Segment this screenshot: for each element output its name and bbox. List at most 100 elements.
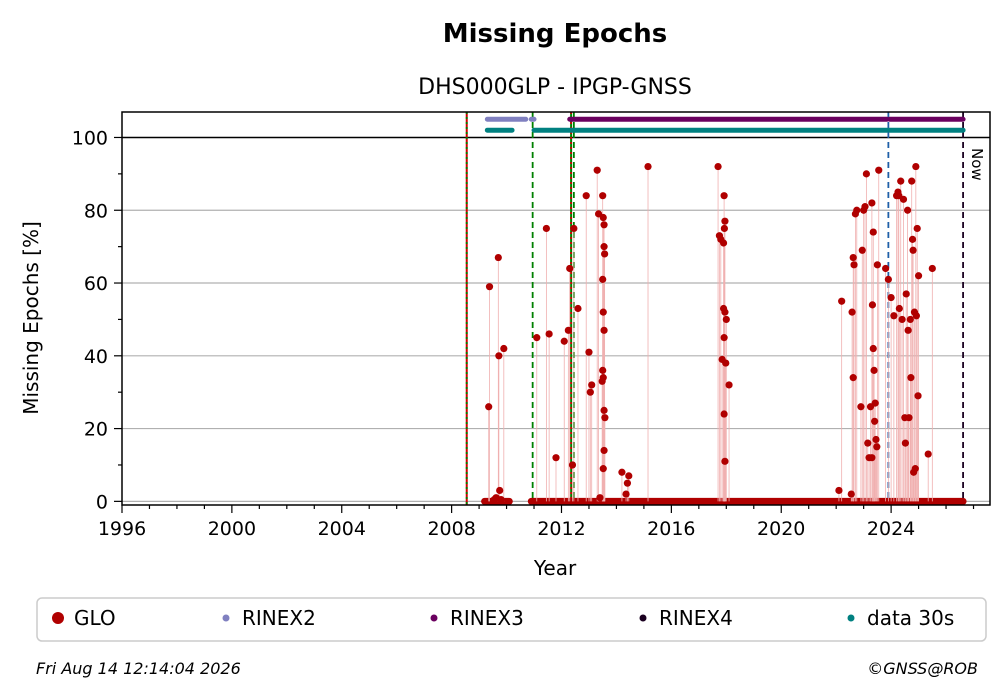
glo-point — [912, 312, 920, 320]
legend-label: GLO — [74, 606, 116, 630]
legend-label: RINEX4 — [659, 606, 733, 630]
glo-point — [722, 315, 730, 324]
glo-point — [722, 359, 730, 367]
glo-point — [598, 377, 606, 385]
glo-point — [644, 162, 652, 171]
glo-point — [500, 344, 508, 353]
glo-point — [909, 246, 917, 254]
glo-point — [868, 301, 877, 309]
glo-point — [899, 195, 908, 203]
glo-point — [725, 381, 733, 389]
glo-point — [870, 366, 878, 374]
y-tick-label: 60 — [84, 273, 108, 295]
glo-point — [924, 450, 932, 458]
legend-label: data 30s — [867, 606, 954, 630]
glo-point — [897, 177, 905, 185]
glo-point — [875, 166, 883, 174]
glo-point — [902, 290, 910, 298]
glo-point — [913, 224, 921, 233]
glo-point — [496, 486, 504, 495]
glo-point — [871, 399, 879, 407]
glo-point — [890, 312, 898, 320]
glo-point — [835, 486, 843, 495]
glo-point — [497, 495, 505, 504]
legend-label: RINEX2 — [242, 606, 316, 630]
glo-point — [599, 275, 607, 283]
glo-point — [838, 297, 846, 305]
glo-point — [908, 177, 916, 185]
y-tick-label: 0 — [96, 491, 108, 513]
vertical-markers — [465, 112, 964, 505]
glo-point — [869, 228, 877, 236]
glo-point — [914, 272, 923, 280]
x-tick-label: 2000 — [208, 518, 256, 540]
x-tick-label: 1996 — [98, 518, 146, 540]
glo-point — [873, 261, 881, 269]
glo-point — [849, 374, 857, 382]
glo-point — [868, 454, 876, 462]
glo-point — [887, 293, 895, 302]
y-tick-label: 40 — [84, 346, 108, 368]
y-tick-label: 100 — [72, 127, 108, 149]
glo-point — [600, 243, 608, 251]
glo-point — [869, 344, 877, 353]
glo-point — [872, 435, 880, 444]
plot-frame — [121, 111, 991, 506]
glo-point — [618, 468, 626, 476]
glo-point — [599, 366, 607, 374]
glo-point — [908, 235, 917, 243]
glo-point — [599, 213, 607, 222]
y-tick-label: 20 — [84, 419, 108, 441]
glo-series — [481, 162, 967, 505]
glo-point — [552, 454, 560, 462]
glo-point — [720, 224, 728, 233]
glo-point — [586, 388, 594, 396]
glo-point — [600, 446, 608, 455]
glo-point — [599, 192, 607, 200]
glo-point — [895, 304, 903, 313]
y-tick-label: 80 — [84, 200, 108, 222]
glo-point — [871, 417, 879, 425]
glo-point — [601, 250, 609, 258]
x-tick-label: 2012 — [537, 518, 585, 540]
glo-point — [720, 334, 728, 342]
glo-point — [849, 253, 857, 262]
glo-point — [485, 403, 493, 411]
now-label: Now — [968, 148, 986, 181]
glo-point — [848, 308, 856, 316]
chart-title: Missing Epochs — [443, 19, 667, 49]
x-tick-label: 2008 — [427, 518, 475, 540]
glo-point — [873, 443, 881, 451]
glo-point — [495, 352, 503, 360]
glo-point — [904, 326, 912, 334]
glo-point — [494, 253, 502, 262]
glo-point — [600, 221, 608, 229]
legend-label: RINEX3 — [450, 606, 524, 630]
legend-marker — [52, 612, 64, 624]
glo-point — [622, 490, 630, 498]
glo-point — [721, 308, 729, 316]
axes: 1996 2000 2004 2008 2012 2016 2020 2024 0 20 40 60 8… — [72, 111, 991, 540]
glo-point — [858, 246, 866, 254]
glo-point — [560, 337, 568, 345]
glo-point — [901, 439, 909, 447]
x-axis-label: Year — [533, 556, 577, 580]
availability-bars — [484, 116, 966, 133]
glo-point — [625, 472, 633, 480]
glo-point — [861, 203, 869, 211]
glo-point — [599, 308, 607, 316]
glo-point — [596, 494, 604, 502]
legend-marker — [639, 614, 647, 622]
glo-point — [599, 465, 607, 473]
glo-point — [853, 206, 861, 214]
glo-point — [884, 275, 892, 283]
legend-marker — [430, 614, 438, 622]
x-tick-label: 2020 — [757, 518, 805, 540]
legend-marker — [847, 614, 855, 622]
plot-area — [122, 112, 990, 505]
y-axis-label: Missing Epochs [%] — [19, 221, 43, 415]
glo-point — [720, 192, 728, 200]
x-tick-label: 2024 — [867, 518, 915, 540]
plot-background — [122, 112, 990, 505]
glo-point — [568, 461, 577, 469]
